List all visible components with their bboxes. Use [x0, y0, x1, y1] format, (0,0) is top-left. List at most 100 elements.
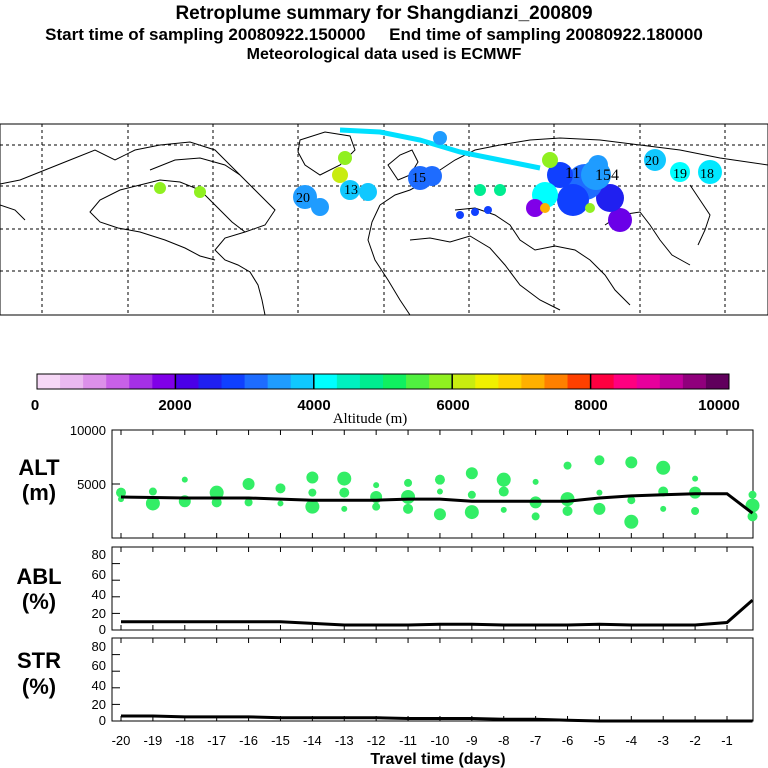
colorbar-cell — [129, 374, 153, 389]
alt-plume-point — [624, 514, 639, 529]
str-panel-frame — [111, 637, 754, 722]
abl-ytick: 20 — [92, 606, 106, 621]
abl-panel-frame — [111, 546, 754, 631]
colorbar-cell — [521, 374, 545, 389]
alt-plume-point — [563, 461, 572, 470]
x-tick-label: -20 — [112, 733, 131, 748]
colorbar-cells — [37, 374, 730, 389]
map-label: 19 — [673, 167, 687, 182]
alt-plume-point — [373, 482, 380, 489]
alt-plume-point — [404, 478, 413, 487]
abl-ytick: 60 — [92, 567, 106, 582]
colorbar-cell — [429, 374, 453, 389]
map-label: 18 — [700, 167, 714, 182]
x-tick-label: -18 — [175, 733, 194, 748]
plume-marker — [547, 162, 573, 188]
map-label: 11 — [565, 165, 580, 182]
x-tick-label: -3 — [657, 733, 669, 748]
plume-marker — [557, 184, 589, 216]
plume-marker — [542, 152, 558, 168]
plume-marker — [484, 206, 492, 214]
end-time-label: End time of sampling 20080922.180000 — [389, 25, 703, 44]
trajectory-plume — [154, 127, 722, 232]
alt-plume-point — [465, 467, 478, 480]
plume-marker — [644, 149, 666, 171]
x-tick-label: -8 — [498, 733, 510, 748]
abl-ytick: 80 — [92, 547, 106, 562]
map-label: 15 — [412, 171, 426, 186]
alt-plume-point — [464, 505, 479, 520]
x-tick-label: -2 — [689, 733, 701, 748]
alt-ytick: 5000 — [77, 477, 106, 492]
str-ytick: 80 — [92, 639, 106, 654]
plume-marker — [526, 199, 544, 217]
alt-plume-point — [562, 506, 573, 516]
plume-marker — [422, 166, 442, 186]
alt-panel-frame — [111, 429, 754, 539]
plume-marker — [585, 203, 595, 213]
alt-plume-point — [691, 507, 700, 515]
plume-marker — [359, 183, 377, 201]
colorbar-cell — [83, 374, 107, 389]
plume-marker — [494, 184, 506, 196]
alt-plume-point — [337, 471, 352, 486]
x-tick-label: -9 — [466, 733, 478, 748]
colorbar-tick: 2000 — [158, 397, 191, 414]
colorbar-cell — [544, 374, 569, 389]
plume-marker — [698, 160, 722, 184]
map-label: 154 — [595, 167, 619, 184]
colorbar-cell — [613, 374, 638, 389]
colorbar-cell — [659, 374, 684, 389]
alt-plume-point — [403, 503, 414, 514]
x-tick-label: -7 — [530, 733, 542, 748]
alt-plume-point — [308, 488, 317, 497]
x-tick-label: -12 — [367, 733, 386, 748]
alt-ylabel: ALT — [18, 455, 60, 480]
colorbar-tick: 4000 — [297, 397, 330, 414]
alt-plume-point — [401, 489, 416, 504]
plume-marker — [338, 151, 352, 165]
panel-tick-marks — [112, 429, 728, 722]
alt-plume-point — [372, 502, 381, 511]
plume-marker — [433, 131, 447, 145]
str-ylabel-unit: (%) — [22, 674, 56, 699]
colorbar-cell — [406, 374, 430, 389]
plume-marker — [311, 198, 329, 216]
x-tick-label: -1 — [721, 733, 733, 748]
colorbar-tick: 10000 — [698, 397, 740, 414]
colorbar-cell — [636, 374, 661, 389]
plume-marker — [293, 185, 317, 209]
colorbar-cell — [267, 374, 292, 389]
str-ytick: 20 — [92, 697, 106, 712]
x-tick-label: -4 — [626, 733, 638, 748]
str-ylabel: STR — [17, 648, 61, 673]
alt-plume-point — [531, 512, 540, 521]
colorbar-cell — [682, 374, 707, 389]
alt-plume-point — [748, 490, 757, 499]
colorbar-cell — [152, 374, 176, 389]
plume-marker — [456, 211, 464, 219]
alt-plume-point — [148, 487, 157, 496]
alt-ytick: 10000 — [70, 423, 106, 438]
alt-plume-point — [594, 455, 605, 466]
alt-mean-line — [120, 492, 754, 515]
plume-day-labels: 20 19 18 154 11 20 15 13 — [296, 154, 714, 206]
abl-ylabel-unit: (%) — [22, 589, 56, 614]
colorbar-cell — [37, 374, 61, 389]
colorbar-cell — [221, 374, 246, 389]
colorbar-cell — [244, 374, 269, 389]
alt-plume-point — [596, 489, 603, 496]
colorbar-cell — [359, 374, 384, 389]
alt-plume-point — [560, 492, 575, 507]
alt-plume-point — [692, 475, 699, 482]
alt-plume-point — [498, 486, 509, 497]
alt-plume-point — [209, 485, 224, 500]
plume-marker — [154, 182, 166, 194]
colorbar-cell — [313, 374, 338, 389]
colorbar-cell — [336, 374, 361, 389]
x-tick-label: -17 — [207, 733, 226, 748]
plume-marker — [596, 184, 624, 212]
alt-plume-point — [656, 460, 671, 475]
plume-marker — [581, 160, 611, 190]
